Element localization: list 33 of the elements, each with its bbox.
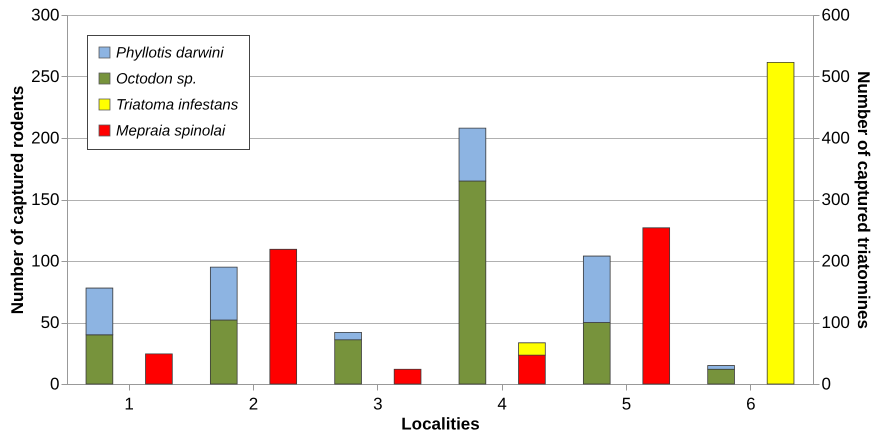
- y-axis-title: Number of captured rodents: [8, 86, 28, 314]
- bar: [269, 248, 298, 384]
- x-axis-title: Localities: [401, 414, 480, 434]
- y2-tick-label: 400: [822, 128, 850, 148]
- y-tick-label: 150: [31, 190, 60, 209]
- legend-label: Phyllotis darwini: [116, 44, 224, 62]
- bar: [642, 227, 670, 384]
- legend-label: Octodon sp.: [116, 70, 197, 88]
- y-tick-label: 100: [31, 252, 60, 270]
- y2-tick-label: 200: [822, 252, 850, 270]
- x-tick-label: 2: [248, 394, 258, 414]
- y2-tick-label: 300: [822, 190, 850, 209]
- bar: [394, 368, 422, 384]
- x-tick-label: 6: [746, 394, 756, 414]
- x-tick-label: 3: [373, 394, 383, 414]
- y-tick-label: 200: [31, 128, 60, 148]
- legend-label: Mepraia spinolai: [116, 122, 226, 140]
- y2-tick-label: 600: [822, 6, 850, 24]
- y-tick-label: 300: [31, 6, 60, 24]
- y2-axis-title: Number of captured triatomines: [854, 71, 873, 329]
- x-tick-label: 4: [497, 394, 507, 414]
- y2-tick-label: 500: [822, 67, 850, 86]
- y-tick-label: 50: [40, 313, 60, 332]
- bar: [766, 62, 794, 384]
- y-tick-label: 0: [50, 374, 60, 394]
- bar: [145, 353, 173, 384]
- bar: [707, 368, 735, 384]
- x-tick-label: 1: [124, 394, 134, 414]
- y-tick-label: 250: [31, 67, 60, 86]
- legend-label: Triatoma infestans: [116, 96, 239, 114]
- y2-tick-label: 100: [822, 313, 850, 332]
- x-tick-label: 5: [622, 394, 632, 414]
- y2-tick-label: 0: [822, 374, 831, 394]
